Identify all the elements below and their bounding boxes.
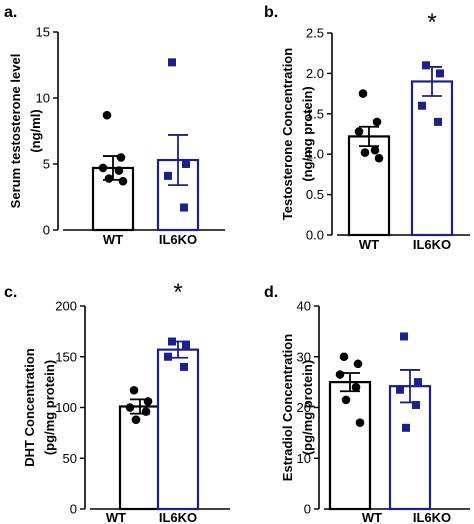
data-point xyxy=(360,148,370,157)
y-axis-label: Serum testosterone level xyxy=(8,54,23,209)
data-point xyxy=(396,385,404,394)
x-category-label: IL6KO xyxy=(159,232,197,247)
y-tick-label: 0 xyxy=(70,502,77,517)
data-point xyxy=(102,110,112,120)
y-tick-label: 0.5 xyxy=(306,187,324,202)
data-point xyxy=(118,176,128,186)
y-tick-label: 0 xyxy=(304,502,311,517)
data-point xyxy=(164,352,172,361)
y-tick-label: 30 xyxy=(297,349,311,364)
data-point xyxy=(168,58,176,67)
x-category-label: IL6KO xyxy=(159,510,197,524)
bar-il6ko xyxy=(156,348,200,511)
chart-panel-d: d. Estradiol Concentration (pg/mg protein)… xyxy=(264,284,470,524)
data-point xyxy=(372,117,382,127)
data-point xyxy=(436,69,444,78)
data-point xyxy=(339,352,349,362)
data-point xyxy=(168,337,176,346)
y-tick-label: 40 xyxy=(297,299,311,314)
y-axis-label: DHT Concentration xyxy=(22,348,37,467)
y-axis-label: Estradiol Concentration xyxy=(280,334,295,481)
data-point xyxy=(341,395,351,405)
y-tick-label: 1.5 xyxy=(306,106,324,121)
panel-label: d. xyxy=(264,284,278,301)
bar-wt xyxy=(328,381,372,511)
x-category-label: IL6KO xyxy=(413,510,451,524)
x-category-label: WT xyxy=(106,510,126,524)
panel-label: b. xyxy=(264,4,278,21)
data-point xyxy=(434,117,442,126)
x-category-label: WT xyxy=(103,232,123,247)
panel-label: c. xyxy=(4,284,17,301)
data-point xyxy=(400,332,408,341)
data-point xyxy=(164,171,172,180)
panel-label: a. xyxy=(4,4,17,21)
data-point xyxy=(180,362,188,371)
x-category-label: WT xyxy=(359,237,379,252)
significance-marker: * xyxy=(173,279,182,306)
data-point xyxy=(125,403,135,412)
bar-wt xyxy=(118,405,162,511)
data-point xyxy=(374,153,384,163)
y-tick-label: 100 xyxy=(55,400,77,415)
y-tick-label: 2.5 xyxy=(306,26,324,41)
y-tick-label: 15 xyxy=(36,25,50,40)
chart-panel-b: b. Testosterone Concentration (ng/mg prote… xyxy=(264,4,470,252)
y-tick-label: 2.0 xyxy=(306,66,324,81)
y-tick-label: 200 xyxy=(55,299,77,314)
data-point xyxy=(354,127,364,136)
y-axis-label: (pg/mg protein) xyxy=(42,360,57,455)
bar-il6ko xyxy=(388,385,432,511)
y-axis-label: Testosterone Concentration xyxy=(280,48,295,220)
y-tick-label: 10 xyxy=(297,451,311,466)
data-point xyxy=(422,61,430,70)
data-point xyxy=(335,370,345,379)
data-point xyxy=(355,418,365,428)
y-tick-label: 20 xyxy=(297,400,311,415)
y-tick-label: 50 xyxy=(63,451,77,466)
data-point xyxy=(98,163,108,173)
data-point xyxy=(182,340,190,349)
chart-panel-a: a. Serum testosterone level (ng/ml) 0 5 10 15 W… xyxy=(4,4,225,247)
chart-panel-c: c. DHT Concentration (pg/mg protein) 0 50 100… xyxy=(4,279,230,524)
y-tick-label: 0 xyxy=(43,223,50,238)
data-point xyxy=(104,174,114,183)
y-axis-label: (ng/ml) xyxy=(28,109,43,152)
y-tick-label: 150 xyxy=(55,349,77,364)
data-point xyxy=(143,397,153,406)
y-axis-label: (pg/mg protein) xyxy=(300,360,315,455)
data-point xyxy=(351,382,361,392)
data-point xyxy=(370,145,380,155)
x-category-label: WT xyxy=(362,510,382,524)
data-point xyxy=(418,101,426,110)
x-category-label: IL6KO xyxy=(413,237,451,252)
data-point xyxy=(180,203,188,212)
data-point xyxy=(131,415,141,424)
y-tick-label: 1.0 xyxy=(306,147,324,162)
data-point xyxy=(358,89,368,98)
significance-marker: * xyxy=(427,9,436,36)
data-point xyxy=(141,407,151,416)
y-tick-label: 0.0 xyxy=(306,228,324,243)
y-tick-label: 10 xyxy=(36,91,50,106)
data-point xyxy=(129,385,139,395)
data-point xyxy=(114,166,124,175)
data-point xyxy=(353,359,363,369)
data-point xyxy=(182,160,190,168)
data-point xyxy=(414,378,422,387)
data-point xyxy=(116,153,126,162)
y-axis-label: (ng/mg protein) xyxy=(300,86,315,181)
y-tick-label: 5 xyxy=(43,157,50,172)
data-point xyxy=(402,423,410,432)
data-point xyxy=(412,400,420,409)
